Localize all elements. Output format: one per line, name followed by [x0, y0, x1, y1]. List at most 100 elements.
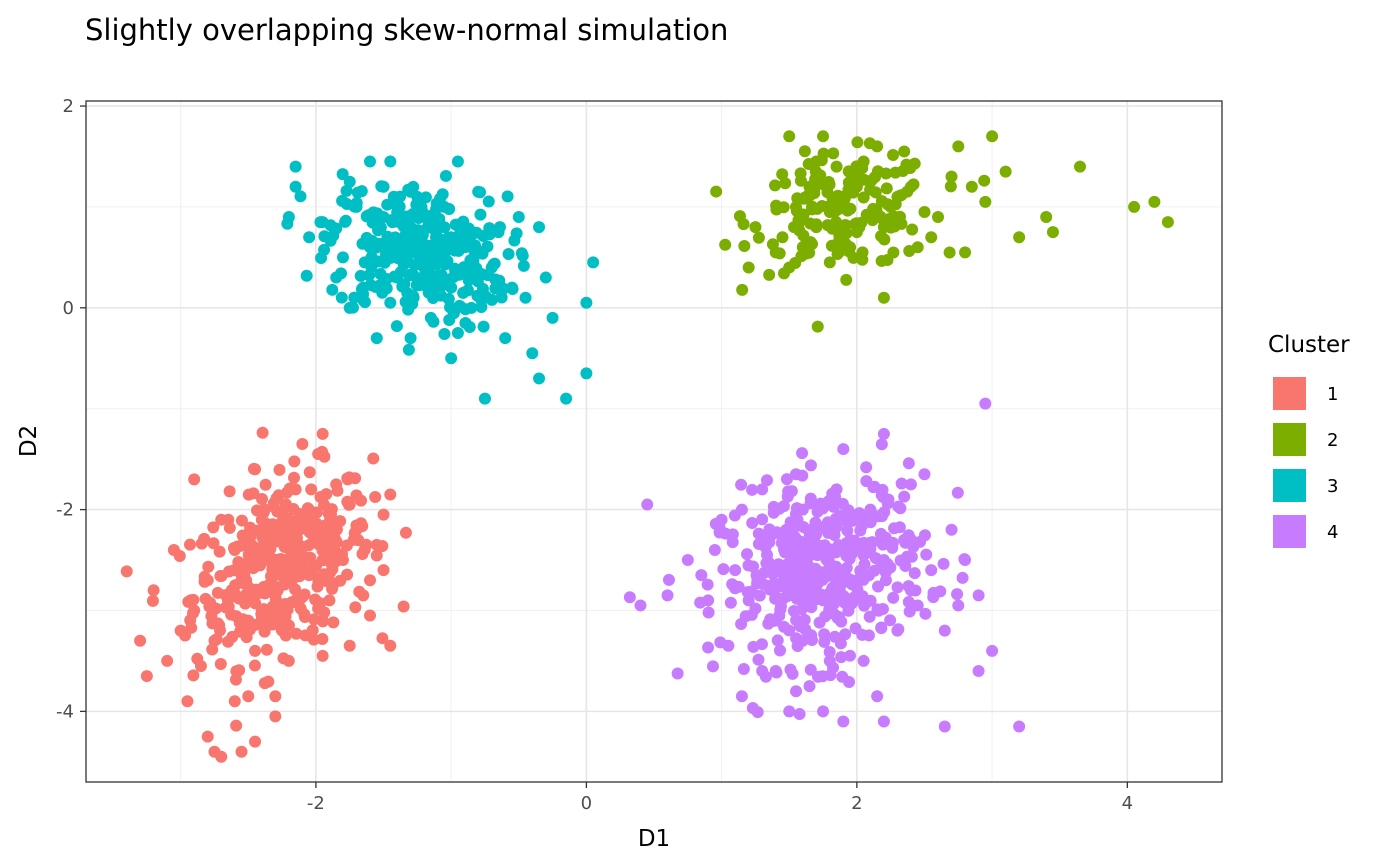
data-point	[373, 237, 386, 250]
legend-title: Cluster	[1268, 332, 1350, 358]
y-tick-label: 0	[63, 298, 74, 319]
data-point	[898, 145, 911, 158]
data-point	[288, 455, 301, 468]
data-point	[354, 269, 367, 282]
data-point	[695, 569, 708, 582]
data-point	[901, 550, 914, 563]
data-point	[288, 471, 301, 484]
data-point	[404, 332, 417, 345]
data-point	[857, 191, 870, 204]
data-point	[911, 241, 924, 254]
data-point	[806, 200, 819, 213]
data-point	[246, 539, 259, 552]
data-point	[796, 503, 809, 516]
data-point	[340, 184, 353, 197]
data-point	[255, 513, 268, 526]
data-point	[1074, 160, 1086, 173]
x-tick-label: -2	[307, 793, 325, 814]
data-point	[377, 508, 390, 521]
data-point	[461, 284, 474, 297]
data-point	[469, 248, 482, 261]
data-point	[871, 140, 884, 153]
data-point	[258, 503, 271, 516]
data-point	[729, 564, 742, 577]
data-point	[810, 543, 823, 556]
data-point	[495, 291, 508, 304]
data-point	[499, 332, 512, 345]
series-2	[710, 130, 1174, 333]
data-point	[844, 533, 857, 546]
data-point	[843, 552, 856, 565]
data-point	[258, 625, 271, 638]
data-point	[835, 651, 848, 664]
data-point	[402, 343, 415, 356]
data-point	[864, 503, 877, 516]
data-point	[1148, 195, 1161, 208]
data-point	[470, 262, 483, 275]
data-point	[318, 498, 331, 511]
data-point	[850, 226, 863, 239]
data-point	[760, 474, 773, 487]
data-point	[140, 670, 153, 683]
data-point	[560, 392, 573, 405]
data-point	[282, 211, 295, 224]
data-point	[893, 521, 906, 534]
data-point	[350, 523, 363, 536]
data-point	[965, 180, 978, 193]
data-point	[771, 634, 784, 647]
data-point	[174, 624, 187, 637]
data-point	[335, 291, 348, 304]
series-3	[281, 155, 600, 405]
data-point	[846, 596, 859, 609]
data-point	[305, 483, 318, 496]
data-point	[902, 580, 915, 593]
data-point	[872, 580, 885, 593]
data-point	[880, 182, 893, 195]
data-point	[377, 180, 390, 193]
data-point	[755, 638, 768, 651]
y-tick-label: -4	[56, 701, 74, 722]
data-point	[810, 221, 823, 234]
data-point	[201, 574, 214, 587]
data-point	[364, 574, 376, 587]
data-point	[875, 621, 888, 634]
data-point	[497, 282, 510, 295]
data-point	[249, 735, 262, 748]
data-point	[801, 559, 814, 572]
data-point	[832, 610, 845, 623]
data-point	[336, 251, 349, 264]
data-point	[816, 670, 829, 683]
data-point	[300, 269, 313, 282]
data-point	[784, 663, 797, 676]
data-point	[167, 543, 180, 556]
data-point	[303, 231, 316, 244]
data-point	[436, 188, 449, 201]
data-point	[840, 273, 853, 286]
data-point	[850, 217, 863, 230]
data-point	[920, 548, 933, 561]
data-point	[767, 506, 780, 519]
data-point	[322, 507, 335, 520]
data-point	[370, 332, 383, 345]
data-point	[978, 174, 991, 187]
data-point	[404, 210, 417, 223]
data-point	[972, 589, 985, 602]
data-point	[827, 500, 840, 513]
data-point	[749, 221, 762, 234]
data-point	[228, 695, 241, 708]
data-point	[415, 201, 428, 214]
data-point	[184, 538, 197, 551]
data-point	[324, 234, 337, 247]
data-point	[319, 569, 332, 582]
data-point	[717, 563, 730, 576]
data-point	[839, 543, 852, 556]
data-point	[510, 227, 523, 240]
data-point	[290, 627, 303, 640]
data-point	[783, 261, 796, 274]
data-point	[746, 516, 759, 529]
data-point	[671, 667, 684, 680]
data-point	[587, 256, 600, 269]
data-point	[706, 660, 719, 673]
data-point	[451, 327, 464, 340]
data-point	[884, 614, 897, 627]
